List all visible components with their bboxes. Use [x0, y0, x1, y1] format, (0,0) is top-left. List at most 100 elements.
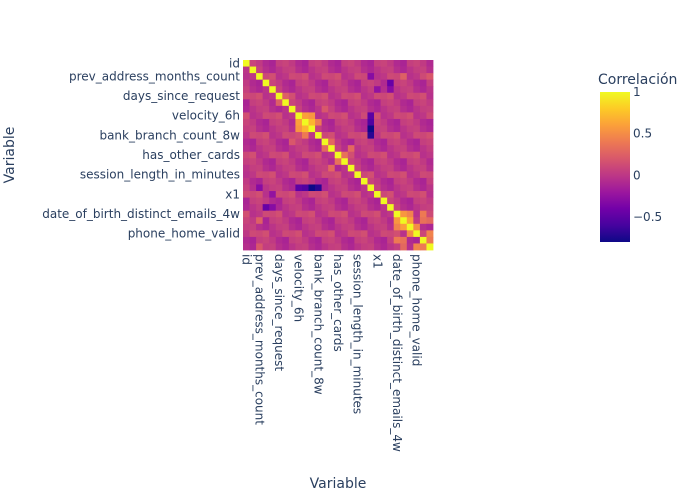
heatmap-cell: [413, 217, 421, 225]
heatmap-cell: [413, 230, 421, 238]
heatmap-cell: [301, 118, 309, 126]
heatmap-cell: [249, 99, 257, 107]
heatmap-cell: [321, 138, 329, 146]
heatmap-cell: [341, 204, 349, 212]
y-tick-label: x1: [225, 187, 240, 201]
heatmap-cell: [426, 243, 434, 251]
heatmap-cell: [400, 125, 408, 133]
heatmap-cell: [354, 210, 362, 218]
heatmap-cell: [419, 132, 427, 140]
heatmap-cell: [249, 243, 257, 251]
heatmap-cell: [374, 151, 381, 159]
heatmap-cell: [406, 184, 414, 192]
heatmap-cell: [334, 210, 342, 218]
x-axis-title: Variable: [310, 476, 367, 492]
heatmap-cell: [282, 112, 290, 120]
heatmap-cell: [380, 92, 388, 100]
heatmap-cell: [406, 197, 414, 205]
heatmap-cell: [262, 191, 270, 198]
heatmap-cell: [347, 92, 355, 100]
heatmap-cell: [426, 92, 434, 100]
heatmap-cell: [341, 191, 349, 198]
heatmap-cell: [354, 79, 362, 87]
heatmap-cell: [413, 223, 421, 231]
heatmap-cell: [328, 236, 336, 244]
heatmap-cell: [367, 105, 375, 113]
heatmap-cell: [413, 243, 421, 251]
heatmap-cell: [419, 197, 427, 205]
heatmap-cell: [354, 197, 362, 205]
heatmap-cell: [347, 66, 355, 74]
heatmap-cell: [334, 230, 342, 238]
heatmap-cell: [419, 112, 427, 120]
heatmap-cell: [321, 217, 329, 225]
heatmap-cell: [387, 66, 395, 74]
heatmap-cell: [249, 132, 257, 140]
heatmap-cell: [419, 210, 427, 218]
y-tick-label: session_length_in_minutes: [80, 168, 240, 182]
heatmap-cell: [262, 132, 270, 140]
heatmap-cell: [426, 138, 434, 146]
heatmap-cell: [256, 79, 264, 87]
heatmap-cell: [321, 92, 329, 100]
heatmap-cell: [275, 191, 283, 198]
heatmap-cell: [354, 230, 362, 238]
heatmap-cell: [341, 132, 349, 140]
heatmap-cell: [393, 118, 401, 126]
heatmap-cell: [360, 99, 368, 107]
heatmap-cell: [321, 223, 329, 231]
heatmap-cell: [275, 151, 283, 159]
heatmap-cell: [367, 164, 375, 172]
heatmap-cell: [400, 99, 408, 107]
heatmap-cell: [360, 125, 368, 133]
heatmap-cell: [301, 177, 309, 185]
heatmap-cell: [308, 66, 316, 74]
heatmap-cell: [347, 164, 355, 172]
heatmap-cell: [243, 204, 250, 212]
heatmap-cell: [334, 158, 342, 166]
heatmap-cell: [347, 125, 355, 133]
heatmap-cell: [295, 191, 303, 198]
heatmap-cell: [315, 151, 323, 159]
heatmap-cell: [426, 210, 434, 218]
heatmap-cell: [256, 177, 264, 185]
heatmap-cell: [347, 86, 355, 94]
heatmap-cell: [419, 223, 427, 231]
heatmap-cell: [256, 171, 264, 179]
heatmap-cell: [308, 210, 316, 218]
heatmap-cell: [400, 197, 408, 205]
heatmap-cell: [406, 191, 414, 198]
heatmap-cell: [243, 145, 250, 153]
heatmap-cell: [301, 125, 309, 133]
heatmap-cell: [347, 171, 355, 179]
x-tick-label: days_since_request: [272, 254, 286, 371]
heatmap-cell: [256, 105, 264, 113]
heatmap-cell: [262, 204, 270, 212]
heatmap-cell: [400, 191, 408, 198]
heatmap-cell: [367, 86, 375, 94]
heatmap-cell: [367, 230, 375, 238]
heatmap-cell: [328, 217, 336, 225]
heatmap-cell: [315, 145, 323, 153]
heatmap-cell: [288, 236, 296, 244]
heatmap-cell: [406, 223, 414, 231]
heatmap-cell: [367, 145, 375, 153]
heatmap-cell: [347, 197, 355, 205]
heatmap-cell: [282, 145, 290, 153]
heatmap-cell: [321, 118, 329, 126]
heatmap-cell: [295, 230, 303, 238]
heatmap-cell: [288, 125, 296, 133]
heatmap-cell: [295, 177, 303, 185]
heatmap-cell: [328, 145, 336, 153]
heatmap-cell: [387, 230, 395, 238]
heatmap-cell: [334, 217, 342, 225]
heatmap-cell: [269, 204, 277, 212]
heatmap-cell: [308, 118, 316, 126]
heatmap-cell: [328, 230, 336, 238]
heatmap-cell: [341, 86, 349, 94]
heatmap-cell: [400, 184, 408, 192]
heatmap-cell: [387, 105, 395, 113]
heatmap-cell: [308, 177, 316, 185]
heatmap-cell: [406, 118, 414, 126]
heatmap-cell: [288, 177, 296, 185]
